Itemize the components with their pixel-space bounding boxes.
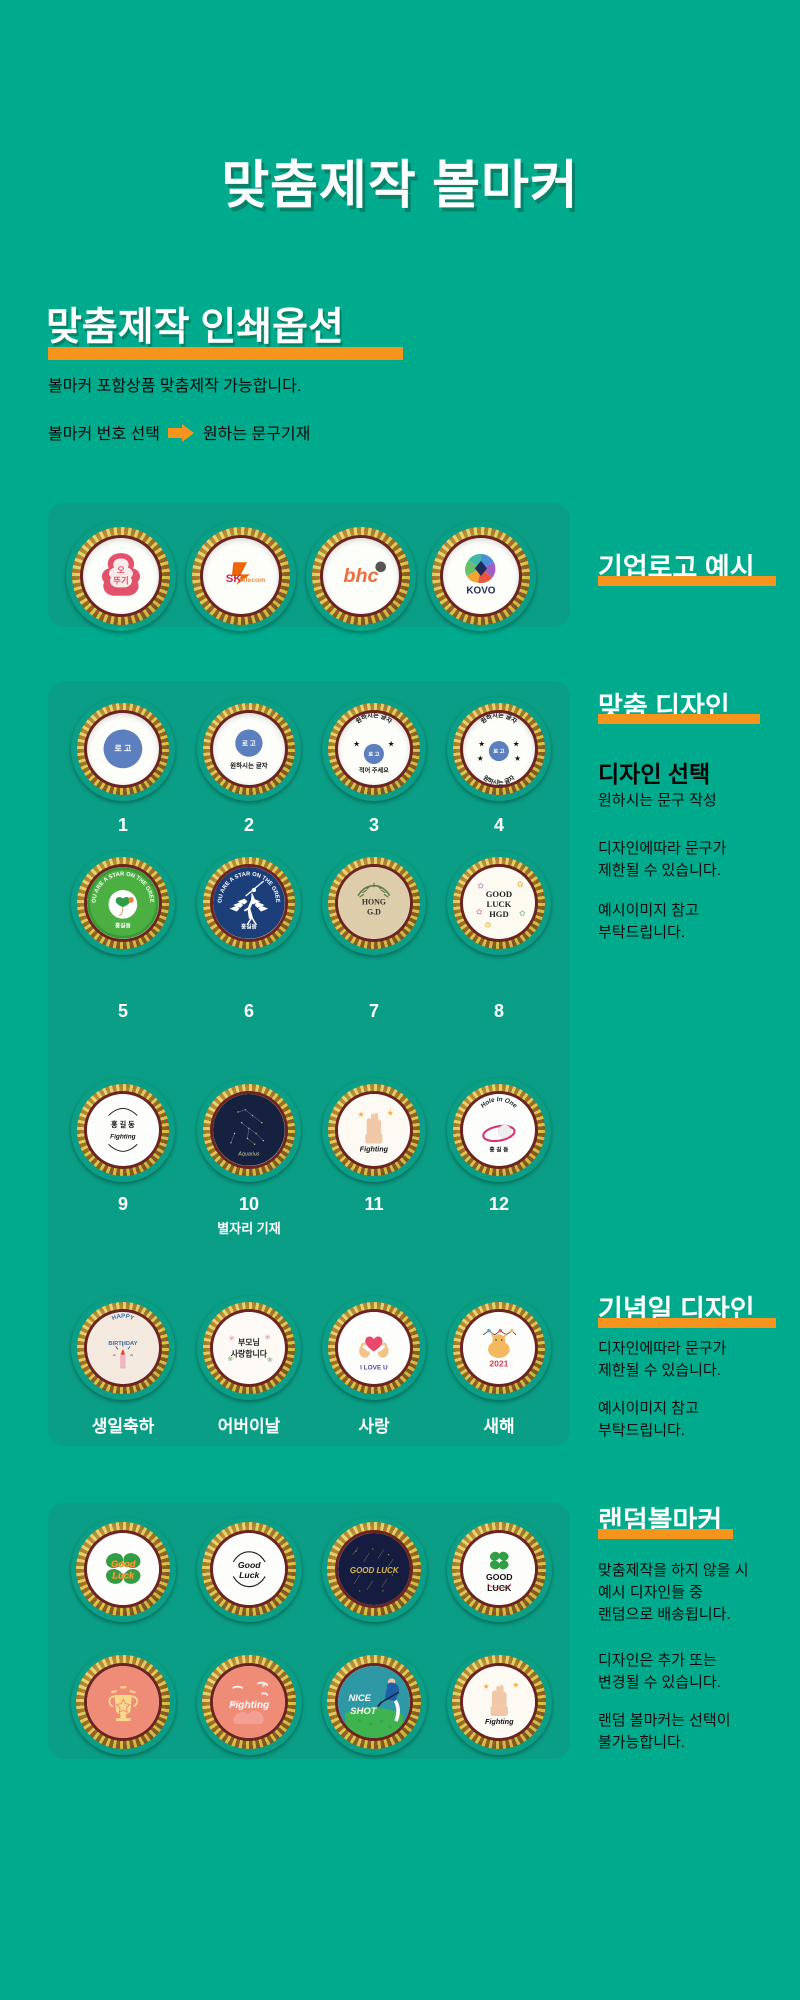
svg-text:로 고: 로 고 <box>493 748 504 755</box>
svg-text:✳: ✳ <box>261 1681 267 1690</box>
svg-text:오: 오 <box>117 565 125 575</box>
svg-text:Fighting: Fighting <box>110 1134 136 1141</box>
svg-text:GOOD: GOOD <box>486 1572 513 1582</box>
svg-text:뚜기: 뚜기 <box>113 576 128 586</box>
svg-text:✿: ✿ <box>476 907 483 916</box>
svg-text:telecom: telecom <box>239 577 265 584</box>
svg-text:HONG: HONG <box>362 897 386 906</box>
svg-text:Aquarius: Aquarius <box>237 1152 260 1158</box>
svg-text:2021: 2021 <box>489 1359 508 1369</box>
svg-text:❀: ❀ <box>227 1355 233 1363</box>
svg-text:★: ★ <box>512 1681 519 1690</box>
svg-text:★: ★ <box>478 741 485 748</box>
svg-text:★: ★ <box>387 1109 394 1118</box>
svg-text:홍 길 동: 홍 길 동 <box>111 1120 135 1129</box>
svg-text:GOOD LUCK: GOOD LUCK <box>350 1566 400 1575</box>
svg-text:KOVO: KOVO <box>466 585 495 596</box>
svg-text:Fighting: Fighting <box>360 1146 389 1154</box>
svg-text:SHOT: SHOT <box>350 1705 377 1716</box>
svg-text:GOOD: GOOD <box>486 889 512 899</box>
svg-text:★: ★ <box>357 1110 364 1119</box>
svg-text:원하시는 글자: 원하시는 글자 <box>230 761 267 770</box>
svg-text:사랑합니다: 사랑합니다 <box>231 1349 268 1359</box>
svg-text:❀: ❀ <box>229 1335 235 1343</box>
svg-text:★: ★ <box>514 755 521 762</box>
svg-text:원하시는 글자: 원하시는 글자 <box>479 713 519 725</box>
svg-text:❀: ❀ <box>265 1333 271 1341</box>
svg-text:로 고: 로 고 <box>242 739 256 747</box>
svg-text:Fighting: Fighting <box>485 1717 514 1726</box>
svg-text:로 고: 로 고 <box>368 751 379 758</box>
svg-text:원하시는 글자: 원하시는 글자 <box>354 713 394 725</box>
svg-text:로 고: 로 고 <box>115 744 132 753</box>
svg-text:원하시는 글자: 원하시는 글자 <box>482 774 517 785</box>
svg-text:Luck: Luck <box>112 1569 135 1580</box>
svg-text:✿: ✿ <box>477 882 484 891</box>
svg-text:★: ★ <box>353 741 360 748</box>
svg-text:bhc: bhc <box>343 565 378 587</box>
svg-text:G.D: G.D <box>367 907 381 916</box>
svg-text:★: ★ <box>512 741 519 748</box>
svg-text:LUCK: LUCK <box>487 899 512 909</box>
svg-text:✿: ✿ <box>519 909 526 918</box>
svg-text:적어 주세요: 적어 주세요 <box>359 767 389 775</box>
svg-text:✿: ✿ <box>485 920 492 929</box>
svg-text:❀: ❀ <box>267 1356 273 1364</box>
svg-text:Luck: Luck <box>239 1570 260 1580</box>
svg-text:Good: Good <box>111 1558 136 1569</box>
svg-text:I LOVE U: I LOVE U <box>360 1365 388 1372</box>
svg-text:★: ★ <box>482 1682 489 1691</box>
svg-text:★: ★ <box>476 755 483 762</box>
svg-text:★: ★ <box>387 741 394 748</box>
svg-text:Good: Good <box>238 1560 261 1570</box>
svg-text:HGD: HGD <box>489 909 509 919</box>
svg-text:✿: ✿ <box>517 880 524 889</box>
svg-text:NICE: NICE <box>348 1692 371 1703</box>
svg-text:Fighting: Fighting <box>229 1700 270 1711</box>
svg-text:부모님: 부모님 <box>238 1337 260 1347</box>
